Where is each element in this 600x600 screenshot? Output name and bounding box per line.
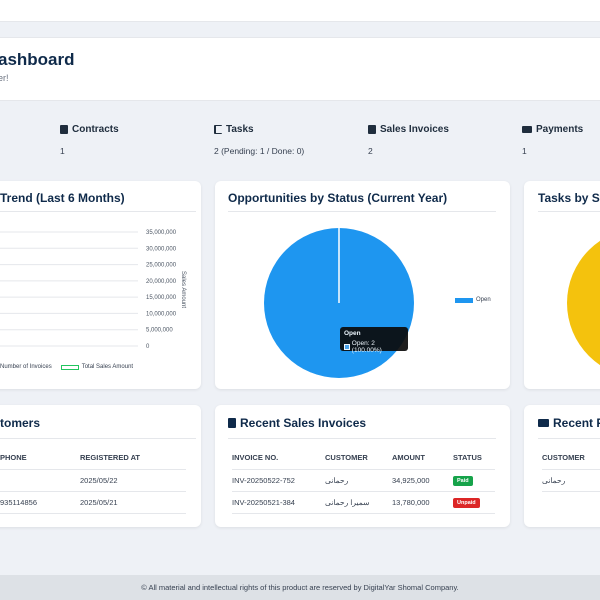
stat-label: Tasks xyxy=(226,124,254,135)
table-row[interactable]: رحمانی xyxy=(542,469,600,492)
recent-invoices-card: Recent Sales Invoices INVOICE NO. CUSTOM… xyxy=(215,405,510,527)
trend-chart-card: Trend (Last 6 Months) 35,000,000 30,000,0… xyxy=(0,181,201,389)
tasks-pie-chart xyxy=(567,240,600,366)
page-subtitle: er! xyxy=(0,73,9,83)
stat-label: Sales Invoices xyxy=(380,124,449,135)
legend-swatch xyxy=(455,297,473,303)
page-header: ashboard er! xyxy=(0,37,600,101)
top-bar xyxy=(0,0,600,22)
stat-value: 1 xyxy=(60,146,65,156)
stat-label: Contracts xyxy=(72,124,119,135)
payments-table: CUSTOMER رحمانی xyxy=(542,447,600,492)
recent-customers-card: tomers PHONE REGISTERED AT 2025/05/22 935… xyxy=(0,405,201,527)
tooltip-body: Open: 2 (100.00%) xyxy=(351,340,382,354)
card-title: Recent P xyxy=(538,416,600,430)
chart-tooltip: Open Open: 2 (100.00%) xyxy=(340,327,408,354)
y-axis-label: Sales Amount xyxy=(180,271,186,308)
table-row[interactable]: INV-20250522-752 رحمانی 34,925,000 Paid xyxy=(232,469,495,492)
pie-legend: Open xyxy=(455,297,491,303)
opportunities-chart-card: Opportunities by Status (Current Year) O… xyxy=(215,181,510,389)
legend-item-sales: Total Sales Amount xyxy=(81,364,134,370)
status-badge: Paid xyxy=(453,475,473,486)
table-row[interactable]: 2025/05/22 xyxy=(0,469,186,492)
page-title: ashboard xyxy=(0,50,75,69)
card-title: Recent Sales Invoices xyxy=(228,416,366,430)
column-header: AMOUNT xyxy=(392,447,453,470)
stat-value: 1 xyxy=(522,146,527,156)
tasks-chart-card: Tasks by Sta xyxy=(524,181,600,389)
stat-value: 2 xyxy=(368,146,373,156)
tooltip-swatch xyxy=(344,344,350,350)
column-header: PHONE xyxy=(0,447,80,470)
y-tick-label: 30,000,000 xyxy=(146,246,177,252)
column-header: CUSTOMER xyxy=(542,447,600,470)
trend-chart: 35,000,000 30,000,000 25,000,000 20,000,000… xyxy=(0,230,186,350)
file-icon xyxy=(60,125,68,134)
column-header: STATUS xyxy=(453,447,495,470)
legend-item-open: Open xyxy=(476,297,491,303)
card-title: Opportunities by Status (Current Year) xyxy=(228,191,448,205)
status-badge: Unpaid xyxy=(453,497,480,508)
invoice-icon xyxy=(368,125,376,134)
opportunities-pie-chart xyxy=(264,228,414,378)
stat-sales-invoices[interactable]: Sales Invoices 2 xyxy=(368,124,449,156)
money-icon xyxy=(522,126,532,133)
column-header: REGISTERED AT xyxy=(80,447,186,470)
stat-label: Payments xyxy=(536,124,584,135)
tooltip-title: Open xyxy=(344,330,361,337)
stat-payments[interactable]: Payments 1 xyxy=(522,124,583,156)
invoice-icon xyxy=(228,418,236,428)
tasks-list-icon xyxy=(214,125,222,134)
customers-table: PHONE REGISTERED AT 2025/05/22 935114856 2… xyxy=(0,447,186,514)
card-title: Tasks by Sta xyxy=(538,191,600,205)
money-icon xyxy=(538,419,549,427)
y-tick-label: 15,000,000 xyxy=(146,295,177,301)
stat-value: 2 (Pending: 1 / Done: 0) xyxy=(214,146,305,156)
y-tick-label: 10,000,000 xyxy=(146,311,177,317)
y-tick-label: 0 xyxy=(146,344,150,350)
table-row[interactable]: INV-20250521-384 سمیرا رحمانی 13,780,000… xyxy=(232,491,495,514)
column-header: CUSTOMER xyxy=(325,447,392,470)
y-tick-label: 20,000,000 xyxy=(146,279,177,285)
card-title: Trend (Last 6 Months) xyxy=(0,191,125,205)
table-row[interactable]: 935114856 2025/05/21 xyxy=(0,491,186,514)
legend-item-invoices: Number of Invoices xyxy=(0,364,52,370)
column-header: INVOICE NO. xyxy=(232,447,325,470)
invoices-table: INVOICE NO. CUSTOMER AMOUNT STATUS INV-2… xyxy=(232,447,495,514)
card-title: tomers xyxy=(0,416,41,430)
pie-slice xyxy=(567,240,600,366)
y-tick-label: 5,000,000 xyxy=(146,328,173,334)
stat-contracts[interactable]: Contracts 1 xyxy=(60,124,119,156)
footer: © All material and intellectual rights o… xyxy=(0,575,600,600)
y-tick-label: 25,000,000 xyxy=(146,263,177,269)
stat-tasks[interactable]: Tasks 2 (Pending: 1 / Done: 0) xyxy=(214,124,304,156)
recent-payments-card: Recent P CUSTOMER رحمانی xyxy=(524,405,600,527)
trend-legend: Number of Invoices Total Sales Amount xyxy=(0,364,133,370)
y-tick-label: 35,000,000 xyxy=(146,230,177,236)
legend-swatch xyxy=(60,364,79,370)
